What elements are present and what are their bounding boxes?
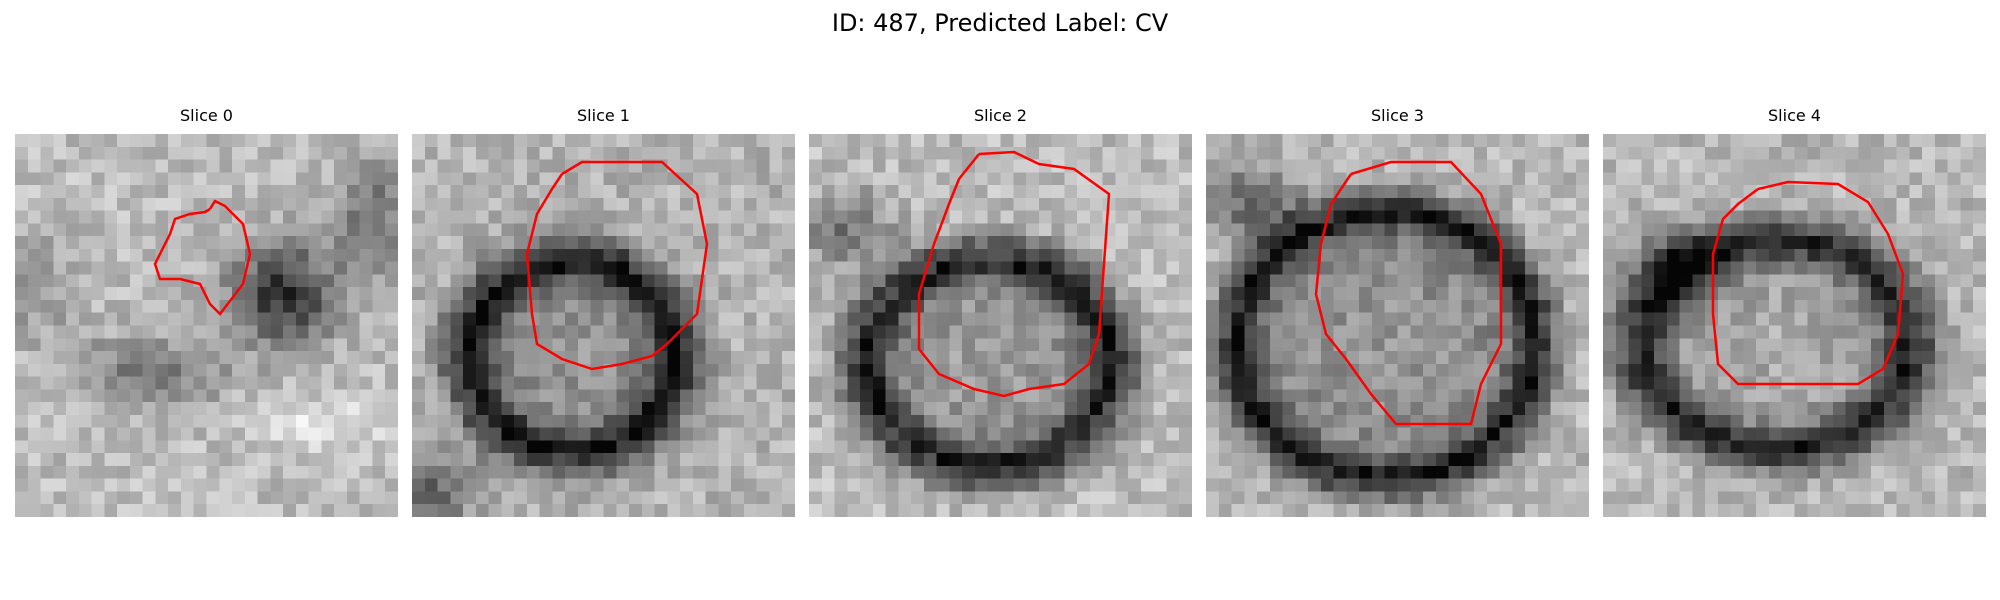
slice-image-0	[15, 134, 398, 517]
segmentation-contour	[1711, 180, 1905, 386]
slice-image-1	[412, 134, 795, 517]
segmentation-contour	[1314, 160, 1503, 426]
slice-panel-4: Slice 4	[1603, 106, 1986, 523]
slice-panel-2: Slice 2	[809, 106, 1192, 523]
segmentation-contour	[153, 199, 252, 316]
slice-title-3: Slice 3	[1371, 106, 1424, 125]
slice-panel-1: Slice 1	[412, 106, 795, 523]
segmentation-contour	[525, 160, 709, 371]
slice-panel-3: Slice 3	[1206, 106, 1589, 523]
segmentation-contour	[917, 150, 1111, 398]
figure-title: ID: 487, Predicted Label: CV	[831, 9, 1169, 37]
slice-image-4	[1603, 134, 1986, 517]
slice-title-2: Slice 2	[974, 106, 1027, 125]
slice-title-1: Slice 1	[577, 106, 630, 125]
slice-title-0: Slice 0	[180, 106, 233, 125]
slice-title-4: Slice 4	[1768, 106, 1821, 125]
slice-image-3	[1206, 134, 1589, 517]
slice-panel-0: Slice 0	[15, 106, 398, 523]
slice-image-2	[809, 134, 1192, 517]
